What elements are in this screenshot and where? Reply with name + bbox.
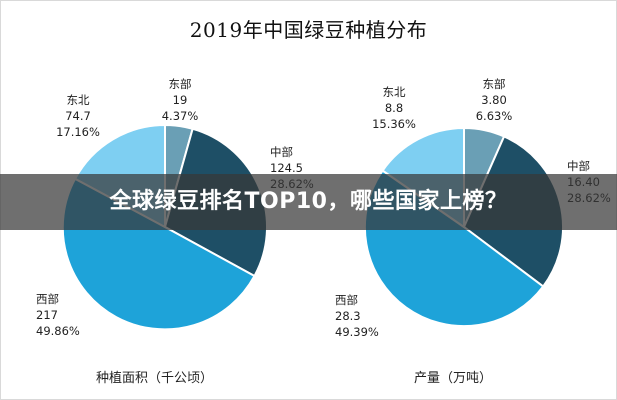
pie2-data-label-0: 东部 3.80 6.63% bbox=[476, 77, 513, 123]
pie1-xlabel: 种植面积（千公顷） bbox=[96, 371, 214, 386]
pie1-data-label-0: 东部 19 4.37% bbox=[162, 77, 199, 123]
pie2-data-label-3: 东北 8.8 15.36% bbox=[372, 85, 416, 131]
pie2-xlabel: 产量（万吨） bbox=[414, 371, 493, 386]
pie1-data-label-2: 西部 217 49.86% bbox=[36, 292, 80, 338]
headline-banner bbox=[0, 174, 617, 230]
pie1-data-label-3: 东北 74.7 17.16% bbox=[56, 93, 100, 139]
headline-text: 全球绿豆排名TOP10，哪些国家上榜？ bbox=[109, 189, 508, 214]
pie2-data-label-2: 西部 28.3 49.39% bbox=[335, 293, 379, 339]
chart-title: 2019年中国绿豆种植分布 bbox=[189, 18, 428, 42]
